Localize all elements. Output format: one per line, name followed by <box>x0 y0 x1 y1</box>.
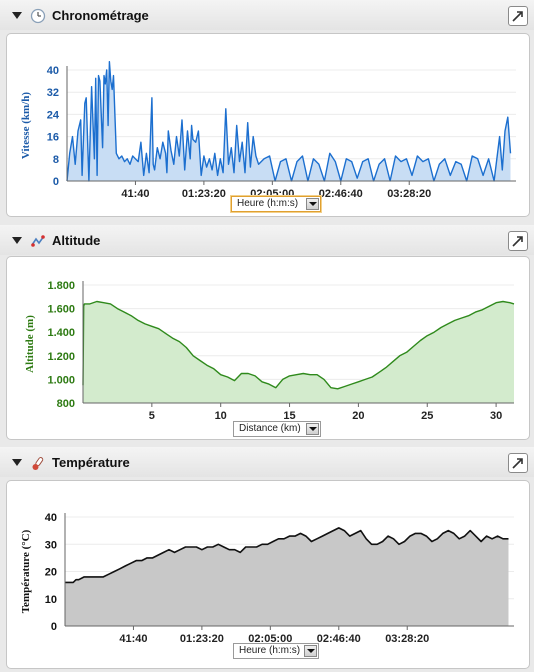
panel-header: Chronométrage <box>0 0 534 30</box>
route-icon <box>31 235 45 247</box>
x-axis-unit-select[interactable]: Heure (h:m:s) <box>231 196 321 212</box>
altitude-panel: Altitude 800 1.000 1.200 1.400 1.600 1.800 5 10… <box>0 225 534 445</box>
x-axis-unit-select[interactable]: Heure (h:m:s) <box>233 643 319 659</box>
dropdown-arrow-icon[interactable] <box>306 198 319 210</box>
x-axis-unit-label: Heure (h:m:s) <box>239 645 301 656</box>
series-line <box>82 300 515 390</box>
altitude-chart: 800 1.000 1.200 1.400 1.600 1.800 5 10 15 20 25 30 A… <box>24 280 515 422</box>
y-tick-label: 1.800 <box>47 280 75 292</box>
x-tick-label: 20 <box>352 410 364 422</box>
panel-title: Température <box>52 455 130 470</box>
expand-button[interactable] <box>508 453 528 473</box>
y-tick-label: 1.600 <box>47 304 75 316</box>
y-tick-label: 1.400 <box>47 327 75 339</box>
speed-chart-box: 0 8 16 24 32 40 41:40 01:23:20 02:05:00 02:46:40 0… <box>6 33 530 217</box>
x-axis-unit-label: Heure (h:m:s) <box>237 198 299 209</box>
temperature-chart: 0 10 20 30 40 41:40 01:23:20 02:05:00 02:46:40 03… <box>20 512 514 645</box>
x-tick-label: 01:23:20 <box>180 633 224 645</box>
x-tick-label: 41:40 <box>119 633 147 645</box>
y-tick-label: 1.200 <box>47 351 75 363</box>
x-tick-label: 15 <box>283 410 295 422</box>
y-tick-label: 0 <box>53 176 59 188</box>
series-area <box>83 301 514 403</box>
x-tick-label: 01:23:20 <box>182 188 226 200</box>
x-axis-unit-select[interactable]: Distance (km) <box>233 421 321 437</box>
expand-button[interactable] <box>508 231 528 251</box>
series-area <box>67 61 511 182</box>
y-axis-title: Altitude (m) <box>24 315 36 373</box>
series-area <box>65 527 509 626</box>
y-tick-label: 0 <box>51 621 57 633</box>
x-tick-label: 03:28:20 <box>387 188 431 200</box>
temperature-chart-box: 0 10 20 30 40 41:40 01:23:20 02:05:00 02:46:40 03… <box>6 480 530 669</box>
series-line <box>65 527 509 584</box>
clock-icon <box>30 8 46 24</box>
expand-icon <box>512 458 523 469</box>
panel-title: Chronométrage <box>52 8 149 23</box>
y-tick-label: 16 <box>47 132 59 144</box>
y-tick-label: 32 <box>47 87 59 99</box>
x-tick-label: 30 <box>490 410 502 422</box>
collapse-arrow-icon[interactable] <box>12 12 22 19</box>
x-tick-label: 5 <box>149 410 155 422</box>
series-line <box>66 61 512 182</box>
altitude-chart-box: 800 1.000 1.200 1.400 1.600 1.800 5 10 15 20 25 30 A… <box>6 256 530 440</box>
dropdown-arrow-icon[interactable] <box>304 645 317 657</box>
y-axis-title: Vitesse (km/h) <box>20 92 32 159</box>
chronometrage-panel: Chronométrage 0 8 16 24 32 40 41:40 01:23:20 02:… <box>0 0 534 222</box>
temperature-panel: Température 0 10 20 30 40 41:40 01:23:20 02:05:… <box>0 447 534 672</box>
expand-icon <box>512 11 523 22</box>
y-tick-label: 10 <box>45 594 57 606</box>
panel-header: Altitude <box>0 225 534 255</box>
x-tick-label: 02:05:00 <box>248 633 292 645</box>
panel-header: Température <box>0 447 534 477</box>
collapse-arrow-icon[interactable] <box>12 237 22 244</box>
x-tick-label: 10 <box>215 410 227 422</box>
expand-button[interactable] <box>508 6 528 26</box>
collapse-arrow-icon[interactable] <box>12 459 22 466</box>
x-tick-label: 25 <box>421 410 433 422</box>
y-tick-label: 24 <box>47 109 60 121</box>
x-tick-label: 03:28:20 <box>385 633 429 645</box>
panel-title: Altitude <box>52 233 101 248</box>
y-tick-label: 800 <box>57 398 75 410</box>
y-tick-label: 40 <box>45 512 57 524</box>
y-tick-label: 30 <box>45 539 57 551</box>
y-tick-label: 8 <box>53 154 59 166</box>
x-tick-label: 41:40 <box>121 188 149 200</box>
expand-icon <box>512 236 523 247</box>
dropdown-arrow-icon[interactable] <box>306 423 319 435</box>
x-tick-label: 02:46:40 <box>319 188 363 200</box>
y-tick-label: 20 <box>45 567 57 579</box>
y-tick-label: 40 <box>47 65 59 77</box>
x-axis-unit-label: Distance (km) <box>239 423 301 434</box>
x-tick-label: 02:46:40 <box>317 633 361 645</box>
y-tick-label: 1.000 <box>47 374 75 386</box>
thermometer-icon <box>32 457 44 470</box>
y-axis-title: Température (°C) <box>20 529 32 613</box>
